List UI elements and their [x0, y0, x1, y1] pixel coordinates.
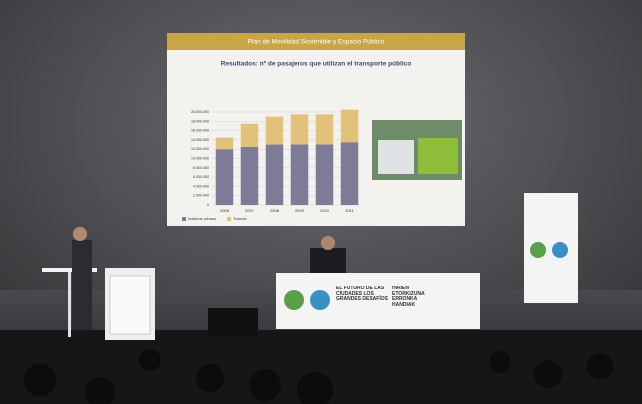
bar-segment [241, 124, 259, 147]
y-tick-label: 6.000.000 [193, 175, 209, 179]
x-tick-label: 2011 [345, 208, 354, 213]
bar-segment [216, 149, 234, 205]
y-tick-label: 4.000.000 [193, 184, 209, 188]
y-tick-label: 10.000.000 [191, 156, 209, 160]
banner-es-box: EL FUTURO DE LAS CIUDADES LOS GRANDES DE… [336, 286, 388, 316]
legend-label: Autobús urbano [188, 216, 217, 221]
logo-house [284, 290, 304, 310]
bar-segment [216, 138, 234, 150]
y-tick-label: 20.000.000 [191, 110, 209, 114]
bar-segment [266, 117, 284, 145]
y-tick-label: 18.000.000 [191, 119, 209, 123]
bus [378, 140, 414, 174]
legend-swatch [182, 217, 186, 221]
slide-header: Plan de Movilidad Sostenible y Espacio P… [248, 39, 385, 46]
speaker-head [73, 227, 87, 241]
x-tick-label: 2010 [320, 208, 330, 213]
panelist-head [321, 236, 335, 250]
y-tick-label: 12.000.000 [191, 147, 209, 151]
speaker [72, 240, 92, 330]
stage-monitor [208, 308, 258, 336]
banner-eu-box: HIRIEN ETORKIZUNA ERRONKA HANDIAK [392, 286, 436, 316]
scene: Plan de Movilidad Sostenible y Espacio P… [0, 0, 642, 404]
bar-segment [341, 110, 359, 143]
y-tick-label: 0 [207, 203, 209, 207]
bar-segment [266, 145, 284, 205]
rollup-logo-fan [552, 242, 568, 258]
y-tick-label: 16.000.000 [191, 129, 209, 133]
y-tick-label: 14.000.000 [191, 138, 209, 142]
tram [418, 138, 458, 174]
x-tick-label: 2006 [220, 208, 230, 213]
logo-fan [310, 290, 330, 310]
bar-segment [291, 145, 309, 205]
legend-swatch [227, 217, 231, 221]
bar-segment [316, 114, 334, 144]
table-leg [68, 272, 71, 337]
bar-segment [241, 147, 259, 205]
y-tick-label: 2.000.000 [193, 194, 209, 198]
x-tick-label: 2008 [270, 208, 280, 213]
bar-segment [316, 145, 334, 205]
chart-title: Resultados: nº de pasajeros que utilizan… [221, 61, 412, 68]
x-tick-label: 2009 [295, 208, 305, 213]
y-tick-label: 8.000.000 [193, 166, 209, 170]
banner-es: EL FUTURO DE LAS CIUDADES LOS GRANDES DE… [336, 286, 388, 303]
bar-segment [341, 142, 359, 205]
rollup-logo-house [530, 242, 546, 258]
banner-eu: HIRIEN ETORKIZUNA ERRONKA HANDIAK [392, 286, 436, 308]
legend-label: Tranvía [233, 216, 247, 221]
bar-segment [291, 114, 309, 144]
x-tick-label: 2007 [245, 208, 255, 213]
lectern-panel [110, 276, 150, 334]
